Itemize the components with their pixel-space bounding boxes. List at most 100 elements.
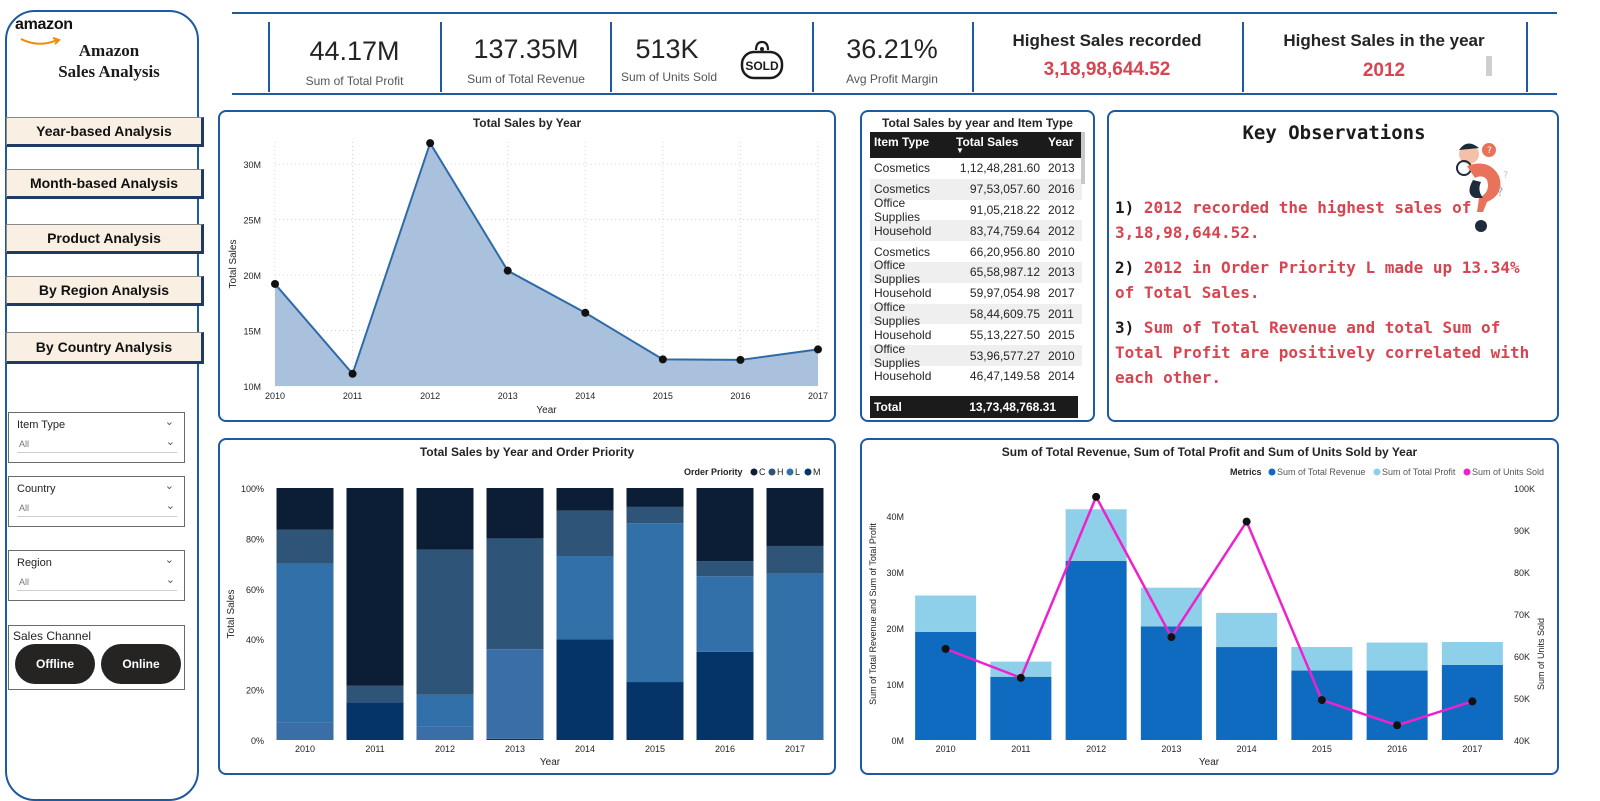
units-data-point — [1393, 721, 1402, 730]
country-label: Country — [17, 483, 56, 495]
table-row[interactable]: Office Supplies 53,96,577.27 2010 — [870, 342, 1082, 370]
cell-total-sales: 65,58,987.12 — [969, 265, 1040, 280]
sales-by-year-chart[interactable]: 10M 15M 20M 25M 30M 2010 2011 2012 2013 2014 2015 2… — [220, 112, 834, 420]
col-item-type[interactable]: Item Type — [874, 135, 930, 149]
region-dropdown[interactable]: All ⌄ — [17, 573, 177, 591]
order-priority-title: Total Sales by Year and Order Priority — [419, 445, 635, 459]
scroll-indicator — [1486, 56, 1492, 76]
units-data-point — [1167, 633, 1176, 642]
y-tick-label: 40M — [886, 512, 904, 522]
table-row[interactable]: Office Supplies 91,05,218.22 2012 — [870, 196, 1082, 224]
x-tick-label: 2011 — [343, 391, 362, 401]
profit-bar — [915, 595, 977, 632]
stacked-bar-segment — [416, 694, 474, 727]
y-tick-label: 15M — [243, 327, 261, 337]
stacked-bar-segment — [626, 506, 684, 524]
x-tick-label: 2014 — [575, 744, 595, 754]
table-row[interactable]: Household 83,74,759.64 2012 — [870, 220, 1082, 242]
offline-button[interactable]: Offline — [15, 644, 95, 684]
revenue-profit-units-chart[interactable]: 0M 10M 20M 30M 40M 40K 50K 60K 70K 80K 90K 100K 2010… — [862, 440, 1557, 773]
y-tick-label: 20% — [246, 686, 264, 696]
table-row[interactable]: Household 55,13,227.50 2015 — [870, 324, 1082, 345]
revenue-bar — [1140, 626, 1202, 740]
stacked-bar-segment — [346, 685, 404, 703]
table-row[interactable]: Household 46,47,149.58 2014 — [870, 366, 1082, 387]
x-tick-label: 2014 — [1237, 744, 1257, 754]
stacked-bar-segment — [626, 523, 684, 683]
cell-year: 2015 — [1048, 327, 1075, 342]
chevron-down-icon[interactable]: ⌄ — [165, 436, 175, 448]
chevron-down-icon[interactable]: ⌄ — [165, 574, 175, 586]
order-priority-chart[interactable]: 0% 20% 40% 60% 80% 100% 2010 2011 2012 2013 2014 20… — [220, 440, 834, 773]
legend-label: L — [795, 467, 800, 477]
col-year[interactable]: Year — [1048, 135, 1074, 149]
x-axis-title: Year — [536, 405, 557, 416]
nav-by-country-analysis[interactable]: By Country Analysis — [6, 332, 204, 364]
kpi-revenue-label: Sum of Total Revenue — [467, 72, 585, 86]
table-scrollbar[interactable] — [1081, 132, 1085, 184]
kpi-units-label: Sum of Units Sold — [620, 70, 718, 84]
sales-table-panel: Total Sales by year and Item Type Item T… — [860, 110, 1095, 422]
online-button[interactable]: Online — [101, 644, 181, 684]
revenue-bar — [1291, 670, 1353, 740]
chevron-down-icon[interactable]: ⌄ — [164, 480, 174, 492]
stacked-bar-segment — [416, 549, 474, 695]
table-row[interactable]: Cosmetics 97,53,057.60 2016 — [870, 178, 1082, 200]
x-tick-label: 2013 — [505, 744, 525, 754]
chevron-down-icon[interactable]: ⌄ — [164, 416, 174, 428]
nav-product-analysis[interactable]: Product Analysis — [6, 224, 204, 254]
y-tick-label: 30M — [243, 160, 261, 170]
profit-bar — [1216, 612, 1278, 648]
legend-label: Sum of Total Revenue — [1277, 467, 1365, 477]
table-row[interactable]: Office Supplies 65,58,987.12 2013 — [870, 258, 1082, 286]
item-type-slicer[interactable]: Item Type ⌄ All ⌄ — [8, 412, 185, 463]
item-type-dropdown[interactable]: All ⌄ — [17, 435, 177, 453]
amazon-smile-icon — [20, 37, 61, 45]
cell-item-type: Office Supplies — [874, 258, 921, 287]
table-row[interactable]: Cosmetics 1,12,48,281.60 2013 — [870, 158, 1082, 179]
cell-year: 2013 — [1048, 265, 1075, 280]
sales-channel-slicer: Sales Channel Offline Online — [8, 625, 185, 690]
y-tick-label: 60% — [246, 585, 264, 595]
nav-by-region-analysis[interactable]: By Region Analysis — [6, 276, 204, 306]
cell-year: 2013 — [1048, 161, 1075, 176]
region-value: All — [19, 577, 30, 587]
stacked-bar-segment — [696, 576, 754, 652]
table-row[interactable]: Household 59,97,054.98 2017 — [870, 283, 1082, 304]
stacked-bar-segment — [766, 488, 824, 546]
cell-year: 2017 — [1048, 286, 1075, 301]
table-row[interactable]: Office Supplies 58,44,609.75 2011 — [870, 300, 1082, 328]
svg-text:?: ? — [1503, 170, 1508, 181]
x-tick-label: 2014 — [575, 391, 595, 401]
nav-month-based-analysis[interactable]: Month-based Analysis — [6, 169, 204, 199]
cell-total-sales: 46,47,149.58 — [969, 369, 1040, 384]
col-total-sales[interactable]: Total Sales ▼ — [952, 132, 1044, 158]
units-sold-line — [945, 493, 1473, 727]
x-tick-label: 2013 — [498, 391, 518, 401]
kpi-profit-label: Sum of Total Profit — [305, 74, 404, 88]
region-slicer[interactable]: Region ⌄ All ⌄ — [8, 550, 185, 601]
y-tick-label: 40% — [246, 635, 264, 645]
kpi-divider — [268, 22, 270, 92]
kpi-profit-value: 44.17M — [309, 36, 400, 66]
kpi-divider — [610, 22, 612, 92]
cell-item-type: Cosmetics — [874, 182, 931, 197]
app-title-line1: Amazon — [78, 41, 140, 60]
stacked-bar-segment — [556, 556, 614, 640]
stacked-bar-segment — [276, 563, 334, 723]
chevron-down-icon[interactable]: ⌄ — [164, 554, 174, 566]
cell-item-type: Household — [874, 327, 932, 342]
legend-marker — [1463, 468, 1471, 476]
country-slicer[interactable]: Country ⌄ All ⌄ — [8, 476, 185, 527]
observation-3-text: Sum of Total Revenue and total Sum of To… — [1115, 318, 1530, 387]
x-axis-title: Year — [1199, 757, 1220, 768]
table-row[interactable]: Cosmetics 66,20,956.80 2010 — [870, 241, 1082, 262]
chevron-down-icon[interactable]: ⌄ — [165, 500, 175, 512]
amazon-logo: amazon — [15, 16, 73, 33]
sales-table-title: Total Sales by year and Item Type — [882, 116, 1073, 130]
units-data-point — [1468, 697, 1477, 706]
revenue-bar — [1216, 647, 1278, 740]
y2-axis-title: Sum of Units Sold — [1536, 618, 1546, 690]
country-dropdown[interactable]: All ⌄ — [17, 499, 177, 517]
nav-year-based-analysis[interactable]: Year-based Analysis — [6, 117, 204, 147]
